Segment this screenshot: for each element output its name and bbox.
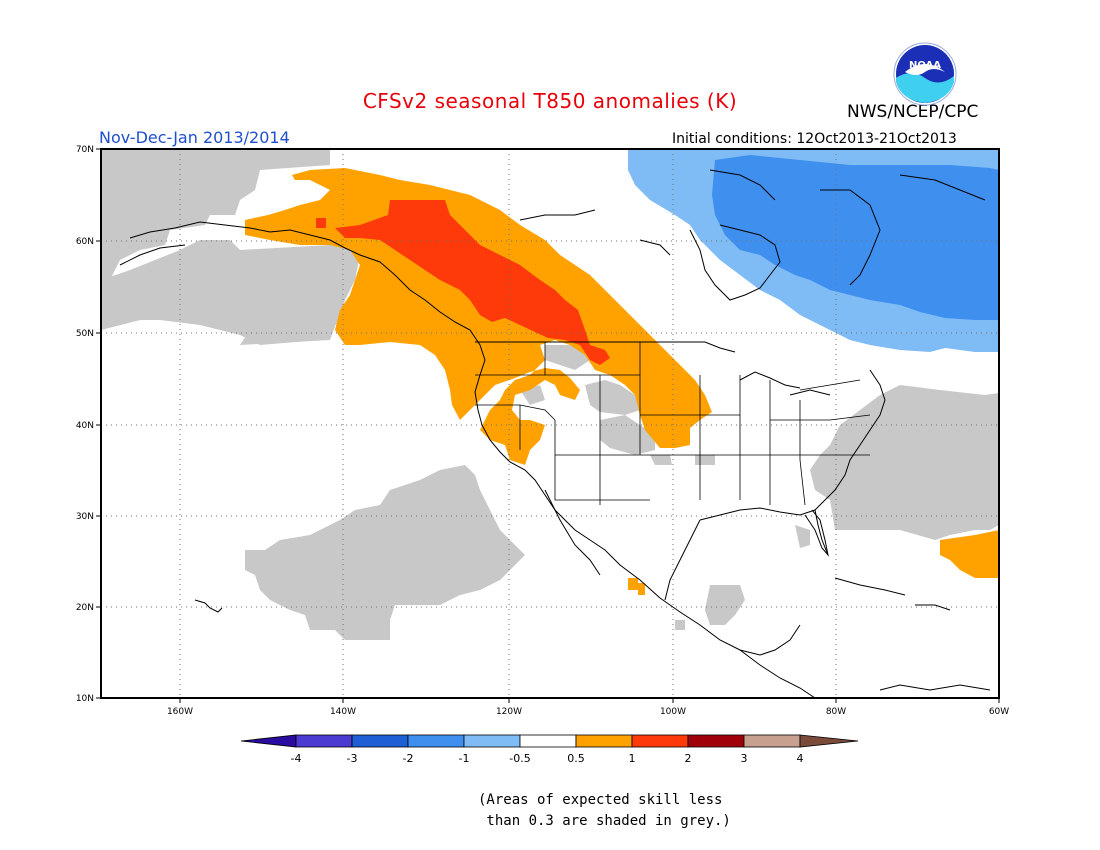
skill-note: (Areas of expected skill less than 0.3 a…: [478, 792, 731, 829]
legend-swatch: [519, 734, 577, 748]
legend-label: 1: [629, 752, 636, 765]
agency-label: NWS/NCEP/CPC: [847, 102, 979, 122]
legend-end-arrow-low: [240, 734, 297, 748]
lat-tick-label: 40N: [76, 421, 94, 431]
legend-label: 0.5: [567, 752, 585, 765]
negative-anomaly-blue: [712, 155, 999, 320]
lon-tick-label: 160W: [167, 707, 193, 717]
legend-swatch: [295, 734, 353, 748]
lat-tick-label: 60N: [76, 237, 94, 247]
legend-swatch: [575, 734, 633, 748]
legend-label: 4: [797, 752, 804, 765]
lat-tick-label: 50N: [76, 329, 94, 339]
legend-swatch: [743, 734, 801, 748]
lat-tick-label: 70N: [76, 145, 94, 155]
legend-label: -1: [459, 752, 470, 765]
initial-conditions-label: Initial conditions: 12Oct2013-21Oct2013: [672, 131, 957, 147]
lon-tick-label: 140W: [330, 707, 356, 717]
color-legend: [240, 734, 859, 748]
legend-swatch: [687, 734, 745, 748]
map-frame: [100, 148, 1000, 699]
legend-swatch: [407, 734, 465, 748]
legend-label: -0.5: [509, 752, 530, 765]
svg-text:NOAA: NOAA: [909, 60, 941, 71]
coastlines: [119, 169, 991, 698]
legend-label: -4: [291, 752, 302, 765]
legend-label: 2: [685, 752, 692, 765]
season-subtitle: Nov-Dec-Jan 2013/2014: [99, 128, 290, 147]
state-borders: [475, 342, 871, 506]
legend-swatch: [351, 734, 409, 748]
map-title: CFSv2 seasonal T850 anomalies (K): [362, 89, 738, 113]
noaa-logo: NOAA: [893, 42, 957, 106]
legend-label: 3: [741, 752, 748, 765]
lon-tick-label: 80W: [826, 707, 846, 717]
legend-swatch: [463, 734, 521, 748]
low-skill-grey-areas: [101, 149, 999, 640]
positive-anomaly-orange: [245, 168, 999, 595]
positive-anomaly-red-orange: [316, 200, 610, 365]
legend-label: -3: [347, 752, 358, 765]
lon-tick-label: 100W: [660, 707, 686, 717]
lat-tick-label: 10N: [76, 694, 94, 704]
legend-end-arrow-high: [799, 734, 859, 748]
lat-tick-label: 20N: [76, 603, 94, 613]
lon-tick-label: 120W: [496, 707, 522, 717]
legend-label: -2: [403, 752, 414, 765]
lon-tick-label: 60W: [989, 707, 1009, 717]
lat-tick-label: 30N: [76, 512, 94, 522]
legend-swatch: [631, 734, 689, 748]
